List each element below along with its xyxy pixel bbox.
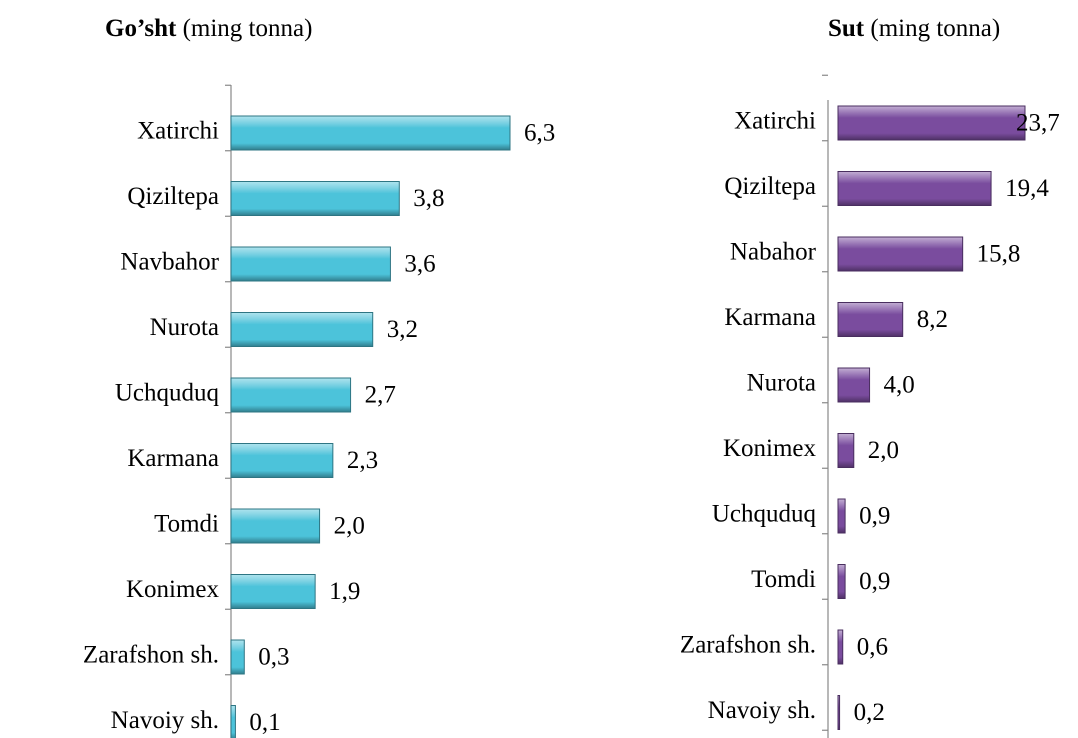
category-label: Navbahor (120, 249, 219, 276)
category-label: Nurota (747, 370, 816, 397)
category-label: Navoiy sh. (111, 707, 219, 734)
value-label: 8,2 (917, 306, 948, 333)
value-label: 2,7 (365, 382, 396, 409)
category-label: Tomdi (154, 511, 219, 538)
value-label: 2,3 (347, 447, 378, 474)
bar (837, 367, 871, 403)
unit: (ming tonna) (183, 15, 313, 42)
bar (230, 508, 321, 544)
unit: (ming tonna) (870, 15, 1000, 42)
category-label: Konimex (723, 435, 817, 462)
bar (230, 246, 391, 282)
value-label: 0,1 (249, 709, 280, 736)
value-label: 19,4 (1005, 175, 1049, 202)
value-label: 1,9 (329, 578, 360, 605)
chart-title: Sut (ming tonna) (828, 15, 1000, 42)
bar (837, 105, 1026, 141)
bar (837, 695, 841, 730)
value-label: 0,3 (258, 644, 289, 671)
bar (230, 377, 352, 413)
value-label: 2,0 (868, 437, 899, 464)
bar (837, 564, 846, 599)
bar (837, 433, 855, 468)
bar (837, 171, 992, 206)
bar (837, 498, 846, 534)
chart-title: Go’sht (ming tonna) (105, 15, 312, 42)
bar (230, 705, 236, 738)
value-label: 23,7 (1016, 110, 1060, 137)
category-label: Xatirchi (137, 118, 219, 145)
value-label: 0,9 (859, 568, 890, 595)
category-label: Uchquduq (115, 380, 220, 407)
value-label: 3,8 (413, 185, 444, 212)
category-label: Karmana (724, 304, 816, 331)
bar (837, 302, 904, 337)
value-label: 2,0 (334, 513, 365, 540)
bar (230, 115, 511, 151)
title: Sut (828, 15, 865, 42)
category-label: Qiziltepa (724, 173, 816, 200)
category-label: Nabahor (730, 239, 817, 266)
bar (230, 574, 316, 609)
title: Go’sht (105, 15, 177, 42)
category-label: Zarafshon sh. (680, 632, 816, 659)
bar (230, 181, 400, 216)
category-label: Nurota (150, 314, 219, 341)
bar (837, 236, 964, 272)
value-label: 0,6 (857, 634, 888, 661)
value-label: 15,8 (977, 241, 1021, 268)
category-label: Qiziltepa (127, 183, 219, 210)
bar (837, 629, 844, 665)
value-label: 6,3 (524, 120, 555, 147)
value-label: 4,0 (884, 372, 915, 399)
bar (230, 443, 334, 478)
value-label: 3,6 (404, 251, 435, 278)
category-label: Konimex (126, 576, 220, 603)
category-label: Zarafshon sh. (83, 642, 219, 669)
value-label: 0,2 (854, 699, 885, 726)
category-label: Karmana (127, 445, 219, 472)
value-label: 0,9 (859, 503, 890, 530)
category-label: Xatirchi (734, 108, 816, 135)
value-label: 3,2 (387, 316, 418, 343)
category-label: Navoiy sh. (708, 697, 816, 724)
bar (230, 639, 245, 675)
bar (230, 312, 374, 347)
category-label: Tomdi (751, 566, 816, 593)
category-label: Uchquduq (712, 501, 817, 528)
